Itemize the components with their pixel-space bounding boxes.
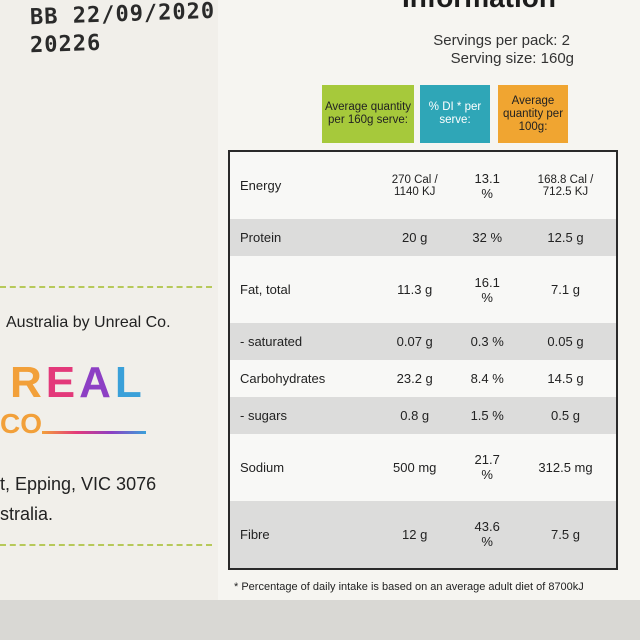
per-serve-value: 20 g — [402, 230, 428, 246]
header-di-per-serve: % DI * per serve: — [420, 85, 490, 143]
per-100g-value: 7.5 g — [551, 526, 580, 542]
row-label: Fibre — [240, 526, 270, 542]
logo-letter: R — [10, 358, 46, 407]
row-label: Fat, total — [240, 282, 291, 298]
row-label: Protein — [240, 230, 282, 246]
table-surface — [0, 600, 640, 640]
brand-logo: REAL — [10, 358, 146, 408]
row-label: - sugars — [240, 408, 287, 424]
brand-logo-sub: CO — [0, 408, 42, 439]
dashed-divider-bottom — [0, 544, 212, 546]
per-serve-value: 0.8 g — [400, 408, 430, 424]
row-label: - saturated — [240, 333, 303, 349]
table-row: - saturated 0.07 g 0.3 % 0.05 g — [229, 322, 617, 360]
table-row: Fibre 12 g 43.6 % 7.5 g — [229, 500, 617, 569]
di-value: 32 % — [472, 230, 503, 246]
table-row: - sugars 0.8 g 1.5 % 0.5 g — [229, 397, 617, 435]
logo-letter-r: REAL — [10, 358, 146, 408]
table-row: Carbohydrates 23.2 g 8.4 % 14.5 g — [229, 359, 617, 398]
header-per-serve: Average quantity per 160g serve: — [322, 85, 414, 143]
dashed-divider-top — [0, 286, 212, 288]
per-serve-value: 270 Cal / 1140 KJ — [391, 173, 438, 198]
section-title: Information — [402, 0, 556, 14]
servings-per-pack: Servings per pack: 2 — [433, 32, 570, 49]
origin-text: Australia by Unreal Co. — [6, 314, 171, 331]
per-serve-value: 500 mg — [393, 459, 437, 475]
header-per-100g: Average quantity per 100g: — [498, 85, 568, 143]
per-100g-value: 0.5 g — [551, 408, 580, 424]
di-value: 1.5 % — [470, 408, 504, 424]
di-value: 21.7 % — [474, 452, 500, 483]
logo-letter: E — [45, 358, 80, 407]
address-line-1: t, Epping, VIC 3076 — [0, 474, 157, 494]
per-serve-value: 12 g — [402, 526, 428, 542]
logo-letter: L — [114, 358, 146, 407]
footnote: * Percentage of daily intake is based on… — [234, 581, 584, 593]
per-serve-value: 0.07 g — [396, 333, 433, 349]
lot-code-stamp: 20226 — [29, 30, 102, 59]
di-value: 43.6 % — [474, 519, 500, 550]
di-value: 13.1 % — [474, 170, 500, 201]
row-label: Carbohydrates — [240, 371, 326, 387]
logo-letter: A — [79, 358, 115, 407]
per-100g-value: 312.5 mg — [538, 459, 593, 475]
nutrition-table: Energy 270 Cal / 1140 KJ 13.1 % 168.8 Ca… — [228, 150, 618, 570]
table-row: Sodium 500 mg 21.7 % 312.5 mg — [229, 434, 617, 501]
di-value: 16.1 % — [474, 274, 500, 305]
per-serve-value: 23.2 g — [396, 371, 433, 387]
per-100g-value: 7.1 g — [551, 282, 580, 298]
box-left-panel — [0, 0, 230, 600]
per-serve-value: 11.3 g — [397, 282, 433, 298]
address-line-2: stralia. — [0, 504, 54, 524]
row-label: Sodium — [240, 459, 285, 475]
per-100g-value: 14.5 g — [547, 371, 584, 387]
table-row: Fat, total 11.3 g 16.1 % 7.1 g — [229, 256, 617, 323]
per-100g-value: 12.5 g — [547, 230, 584, 246]
table-row: Protein 20 g 32 % 12.5 g — [229, 219, 617, 257]
logo-gradient-line — [42, 431, 146, 434]
per-100g-value: 0.05 g — [547, 333, 584, 349]
per-100g-value: 168.8 Cal / 712.5 KJ — [537, 173, 594, 198]
row-label: Energy — [240, 178, 282, 194]
serving-size: Serving size: 160g — [450, 50, 574, 67]
di-value: 0.3 % — [470, 333, 504, 349]
di-value: 8.4 % — [470, 371, 504, 387]
table-row: Energy 270 Cal / 1140 KJ 13.1 % 168.8 Ca… — [229, 151, 617, 220]
